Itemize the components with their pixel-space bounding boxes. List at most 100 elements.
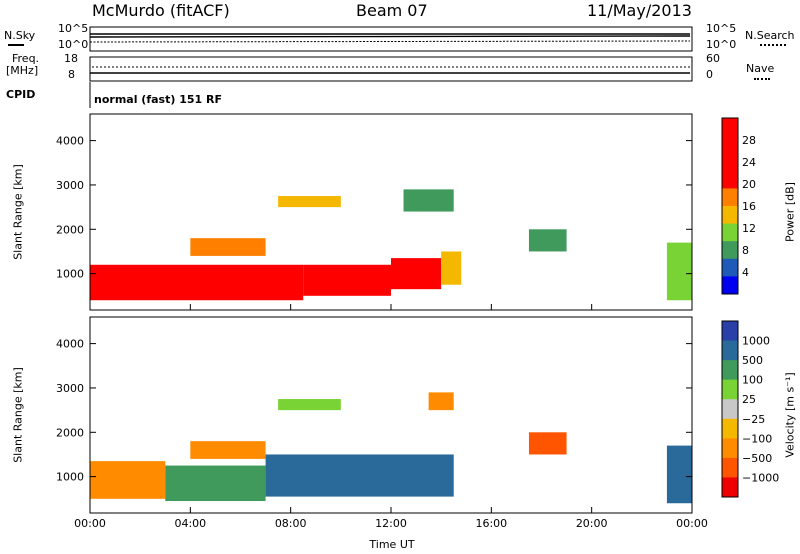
x-tick-label: 04:00 [174,517,206,530]
colorbar-segment [722,438,738,459]
echo-region [666,445,692,504]
colorbar-segment [722,477,738,498]
power-panel: 1000 2000 3000 4000 [56,113,693,311]
echo-region [278,196,341,208]
echo-region [165,465,266,502]
noise-sky-line [89,33,691,38]
freq-panel-frame [89,56,693,82]
nave-legend-line [754,78,770,80]
cpid-label: CPID [6,88,36,101]
y-tick-label: 2000 [56,426,84,439]
echo-region [403,189,454,212]
y-tick-label: 3000 [56,382,84,395]
nave-label: Nave [746,62,775,75]
station-title: McMurdo (fitACF) [92,1,230,20]
freq-label: Freq. [12,52,40,65]
colorbar-segment [722,360,738,381]
colorbar-segment [722,340,738,361]
velocity-ylabel: Slant Range [km] [11,367,25,463]
echo-region [90,461,166,499]
nsearch-label: N.Search [745,29,795,42]
colorbar-frame [721,117,739,295]
colorbar-segment [722,206,738,225]
colorbar-tick-label: 20 [742,178,756,191]
time-xlabel: Time UT [369,538,415,551]
velocity-panel: 1000 2000 3000 4000 00:00 04:00 08:00 12:00 16:0… [56,316,708,530]
colorbar-segment [722,135,738,154]
colorbar-tick-label: 25 [742,393,756,406]
colorbar-segment [722,170,738,189]
echo-region [441,251,462,285]
colorbar-tick-label: 28 [742,134,756,147]
colorbar-segment [722,321,738,342]
x-tick-label: 00:00 [676,517,708,530]
colorbar-segment [722,118,738,137]
y-tick-label: 3000 [56,179,84,192]
noise-panel [89,26,693,52]
nave-tick-bottom: 0 [706,68,713,81]
colorbar-tick-label: 500 [742,354,763,367]
colorbar-segment [722,258,738,277]
noise-tick-right-top: 10^5 [706,22,737,35]
power-ylabel: Slant Range [km] [11,164,25,260]
freq-tick-top: 18 [64,52,78,65]
echo-region [391,258,442,290]
noise-tick-right-bottom: 10^0 [706,38,737,51]
echo-region [190,441,266,459]
power-colorbar-label: Power [dB] [783,182,797,242]
noise-tick-left-top: 10^5 [58,22,89,35]
freq-unit: [MHz] [6,64,39,77]
velocity-colorbar-label: Velocity [m s⁻¹] [783,372,797,458]
echo-region [666,242,692,301]
y-tick-label: 1000 [56,268,84,281]
colorbar-segment [722,399,738,420]
echo-region [265,454,454,497]
echo-region [90,264,304,301]
y-tick-label: 2000 [56,223,84,236]
colorbar-segment [722,153,738,172]
echo-region [303,264,391,296]
echo-region [528,229,567,252]
colorbar-tick-label: 1000 [742,335,770,348]
nsearch-legend-line [760,44,786,46]
colorbar-segment [722,418,738,439]
colorbar-segment [722,223,738,242]
colorbar-tick-label: 12 [742,222,756,235]
echo-region [190,238,266,256]
y-tick-label: 4000 [56,135,84,148]
nsky-legend-line [8,44,24,46]
x-tick-label: 20:00 [576,517,608,530]
colorbar-segment [722,188,738,207]
y-tick-label: 1000 [56,471,84,484]
nave-tick-top: 60 [706,52,720,65]
echo-region [428,392,454,411]
noise-panel-frame [89,26,693,52]
beam-title: Beam 07 [356,1,428,20]
y-tick-label: 4000 [56,338,84,351]
colorbar-tick-label: −25 [742,413,765,426]
velocity-colorbar: 1000 500 100 25 −25 −100 −500 −1000 [721,320,779,498]
x-tick-label: 16:00 [475,517,507,530]
colorbar-tick-label: 100 [742,374,763,387]
nsky-label: N.Sky [4,29,36,42]
colorbar-tick-label: 16 [742,200,756,213]
echo-region [278,399,341,411]
colorbar-segment [722,241,738,260]
colorbar-frame [721,320,739,498]
noise-search-line [89,40,691,43]
colorbar-segment [722,379,738,400]
x-tick-label: 12:00 [375,517,407,530]
date-title: 11/May/2013 [587,1,692,20]
colorbar-tick-label: −100 [742,432,772,445]
noise-tick-left-bottom: 10^0 [58,38,89,51]
cpid-text: normal (fast) 151 RF [94,93,222,106]
freq-panel [89,56,693,82]
x-tick-label: 08:00 [275,517,307,530]
power-colorbar: 28 24 20 16 12 8 4 [721,117,756,295]
colorbar-tick-label: −500 [742,452,772,465]
x-tick-label: 00:00 [74,517,106,530]
colorbar-segment [722,276,738,295]
colorbar-tick-label: −1000 [742,471,779,484]
colorbar-segment [722,457,738,478]
